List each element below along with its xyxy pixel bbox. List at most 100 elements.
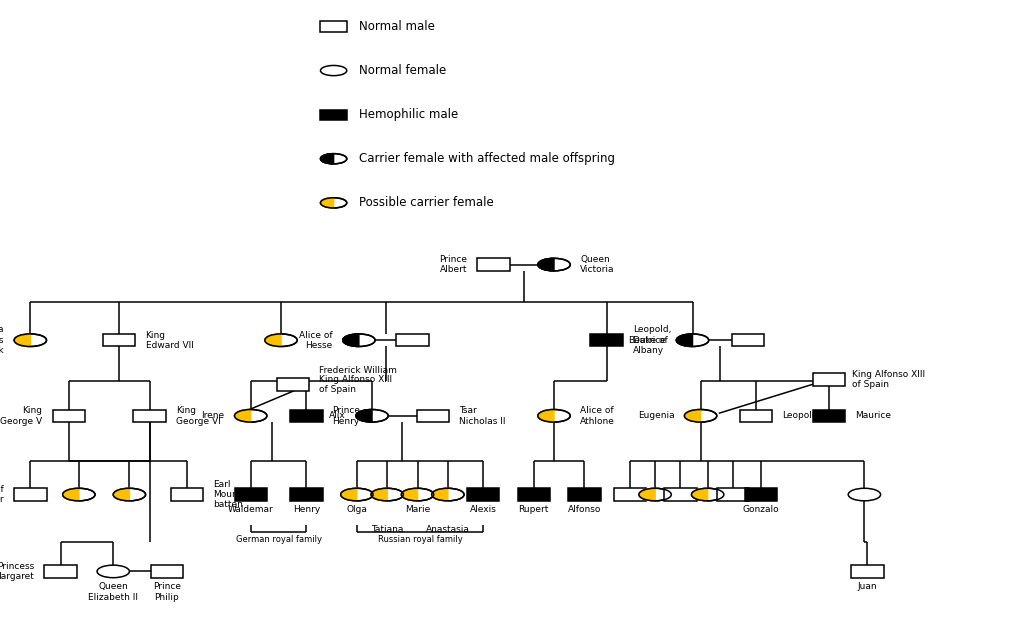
Polygon shape bbox=[277, 378, 309, 391]
Text: Marie: Marie bbox=[405, 505, 430, 514]
Polygon shape bbox=[518, 488, 550, 501]
Polygon shape bbox=[614, 488, 646, 501]
Polygon shape bbox=[320, 110, 347, 120]
Polygon shape bbox=[664, 488, 697, 501]
Text: German royal family: German royal family bbox=[236, 536, 321, 544]
Ellipse shape bbox=[235, 410, 267, 422]
Ellipse shape bbox=[538, 258, 570, 271]
Text: Queen
Elizabeth II: Queen Elizabeth II bbox=[88, 582, 139, 602]
Ellipse shape bbox=[371, 488, 403, 501]
Polygon shape bbox=[320, 154, 334, 164]
Text: Frederick William: Frederick William bbox=[319, 366, 397, 375]
Polygon shape bbox=[103, 334, 135, 347]
Ellipse shape bbox=[692, 488, 724, 501]
Polygon shape bbox=[320, 198, 334, 208]
Polygon shape bbox=[265, 334, 281, 347]
Polygon shape bbox=[568, 488, 601, 501]
Text: Leopold,
Duke of
Albany: Leopold, Duke of Albany bbox=[633, 325, 671, 355]
Polygon shape bbox=[740, 410, 772, 422]
Text: Irene: Irene bbox=[201, 411, 224, 420]
Ellipse shape bbox=[14, 334, 47, 347]
Text: Princess
Margaret: Princess Margaret bbox=[0, 562, 34, 581]
Polygon shape bbox=[813, 410, 845, 422]
Text: King
Edward VII: King Edward VII bbox=[146, 331, 193, 350]
Text: Eugenia: Eugenia bbox=[638, 411, 674, 420]
Polygon shape bbox=[63, 488, 79, 501]
Text: Anastasia: Anastasia bbox=[426, 525, 470, 534]
Polygon shape bbox=[732, 334, 764, 347]
Polygon shape bbox=[320, 21, 347, 32]
Ellipse shape bbox=[320, 154, 347, 164]
Ellipse shape bbox=[113, 488, 146, 501]
Polygon shape bbox=[684, 410, 701, 422]
Polygon shape bbox=[538, 258, 554, 271]
Text: Henry: Henry bbox=[293, 505, 319, 514]
Ellipse shape bbox=[97, 565, 129, 578]
Polygon shape bbox=[417, 410, 449, 422]
Text: Rupert: Rupert bbox=[519, 505, 549, 514]
Ellipse shape bbox=[265, 334, 297, 347]
Polygon shape bbox=[151, 565, 183, 578]
Ellipse shape bbox=[356, 410, 388, 422]
Ellipse shape bbox=[341, 488, 373, 501]
Ellipse shape bbox=[320, 66, 347, 76]
Text: Tsar
Nicholas II: Tsar Nicholas II bbox=[459, 406, 506, 425]
Polygon shape bbox=[235, 410, 251, 422]
Text: Olga: Olga bbox=[347, 505, 367, 514]
Polygon shape bbox=[590, 334, 623, 347]
Text: Alice of
Hesse: Alice of Hesse bbox=[299, 331, 333, 350]
Ellipse shape bbox=[684, 410, 717, 422]
Text: Prince
Albert: Prince Albert bbox=[439, 255, 467, 274]
Text: King
George V: King George V bbox=[0, 406, 42, 425]
Polygon shape bbox=[477, 258, 510, 271]
Polygon shape bbox=[851, 565, 884, 578]
Text: King
George VI: King George VI bbox=[176, 406, 220, 425]
Polygon shape bbox=[538, 410, 554, 422]
Polygon shape bbox=[14, 334, 30, 347]
Text: Maurice: Maurice bbox=[855, 411, 892, 420]
Text: Alexis: Alexis bbox=[470, 505, 496, 514]
Polygon shape bbox=[692, 488, 708, 501]
Polygon shape bbox=[53, 410, 85, 422]
Ellipse shape bbox=[320, 198, 347, 208]
Ellipse shape bbox=[343, 334, 375, 347]
Polygon shape bbox=[396, 334, 429, 347]
Text: Alix: Alix bbox=[329, 411, 346, 420]
Polygon shape bbox=[290, 488, 323, 501]
Polygon shape bbox=[171, 488, 203, 501]
Text: Victoria
Empress
Frederick: Victoria Empress Frederick bbox=[0, 325, 4, 355]
Text: Duke of
Windsor: Duke of Windsor bbox=[0, 485, 4, 504]
Polygon shape bbox=[813, 373, 845, 386]
Ellipse shape bbox=[639, 488, 671, 501]
Polygon shape bbox=[14, 488, 47, 501]
Text: Alice of
Athlone: Alice of Athlone bbox=[580, 406, 615, 425]
Text: Tatiana: Tatiana bbox=[371, 525, 403, 534]
Polygon shape bbox=[44, 565, 77, 578]
Ellipse shape bbox=[401, 488, 434, 501]
Text: Russian royal family: Russian royal family bbox=[378, 536, 462, 544]
Ellipse shape bbox=[432, 488, 464, 501]
Polygon shape bbox=[467, 488, 499, 501]
Text: Leopold: Leopold bbox=[783, 411, 818, 420]
Ellipse shape bbox=[538, 410, 570, 422]
Ellipse shape bbox=[848, 488, 881, 501]
Text: King Alfonso XIII
of Spain: King Alfonso XIII of Spain bbox=[852, 370, 925, 389]
Polygon shape bbox=[371, 488, 387, 501]
Polygon shape bbox=[341, 488, 357, 501]
Polygon shape bbox=[343, 334, 359, 347]
Text: Carrier female with affected male offspring: Carrier female with affected male offspr… bbox=[359, 152, 615, 165]
Polygon shape bbox=[432, 488, 448, 501]
Text: Gonzalo: Gonzalo bbox=[743, 505, 779, 514]
Polygon shape bbox=[639, 488, 655, 501]
Text: Normal male: Normal male bbox=[359, 20, 435, 33]
Text: Hemophilic male: Hemophilic male bbox=[359, 108, 458, 121]
Text: Alfonso: Alfonso bbox=[567, 505, 602, 514]
Polygon shape bbox=[133, 410, 166, 422]
Polygon shape bbox=[356, 410, 372, 422]
Polygon shape bbox=[676, 334, 693, 347]
Text: King Alfonso XIII
of Spain: King Alfonso XIII of Spain bbox=[319, 375, 392, 394]
Polygon shape bbox=[717, 488, 749, 501]
Text: Queen
Victoria: Queen Victoria bbox=[580, 255, 615, 274]
Text: Prince
Henry: Prince Henry bbox=[333, 406, 361, 425]
Text: Normal female: Normal female bbox=[359, 64, 446, 77]
